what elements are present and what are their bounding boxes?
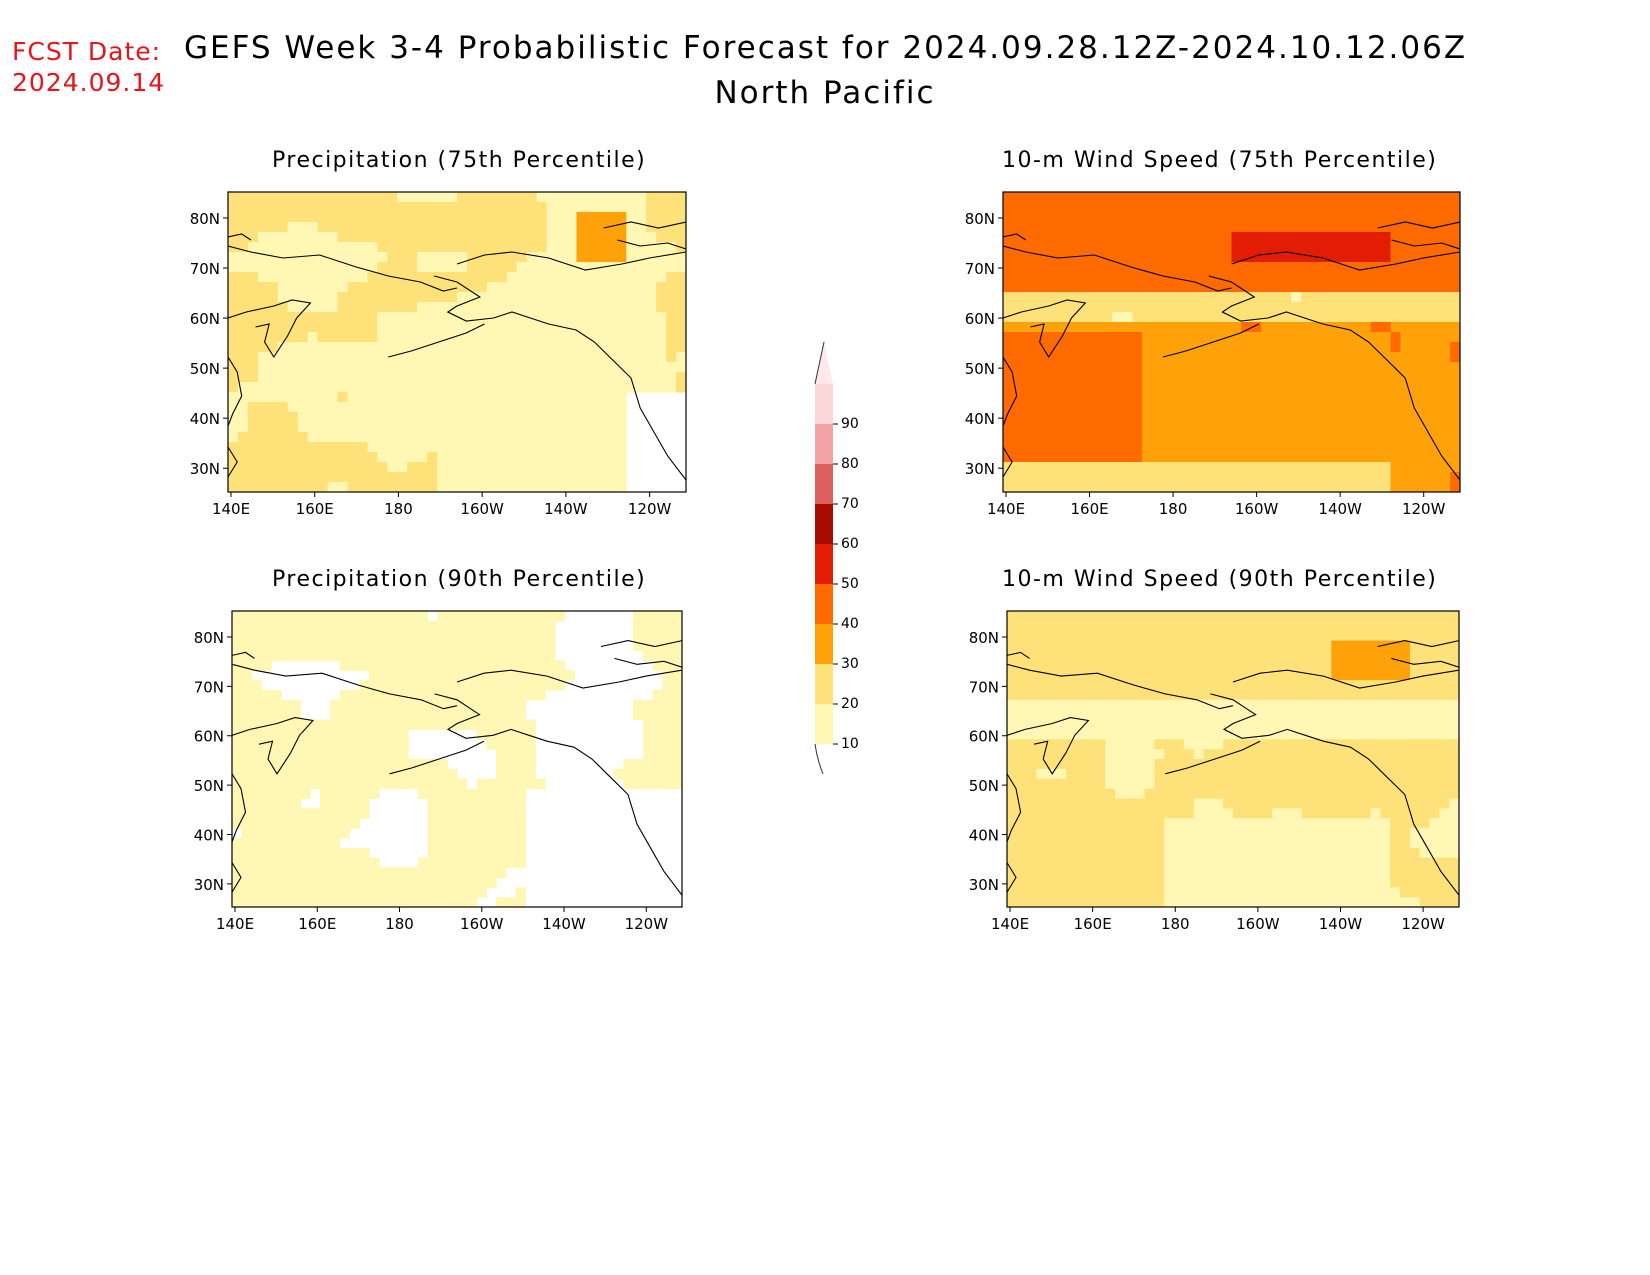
lat-tick-label: 50N (969, 777, 999, 795)
shaded-field (1007, 611, 1459, 907)
map-frame (227, 191, 687, 493)
map-frame (231, 610, 683, 908)
lat-tick-label: 40N (194, 826, 224, 844)
colorbar-label: 90 (841, 416, 859, 432)
colorbar: 10 20 30 40 50 60 70 80 90 (814, 341, 859, 775)
lat-tick-label: 30N (965, 460, 995, 478)
lat-tick-label: 60N (969, 728, 999, 746)
panel-title: 10-m Wind Speed (75th Percentile) (1002, 148, 1438, 173)
colorbar-label: 60 (841, 536, 859, 552)
coastlines (228, 221, 686, 481)
coastlines (232, 640, 682, 896)
lat-tick-label: 60N (194, 728, 224, 746)
panel-title: Precipitation (90th Percentile) (272, 567, 647, 592)
fcst-date-value: 2024.09.14 (12, 68, 166, 97)
lat-tick-label: 40N (190, 410, 220, 428)
lon-tick-label: 120W (628, 500, 672, 518)
lon-tick-label: 160W (1235, 500, 1279, 518)
lon-tick-label: 140E (212, 500, 250, 518)
colorbar-swatch (815, 544, 833, 584)
lat-tick-label: 30N (190, 460, 220, 478)
lat-tick-label: 80N (190, 210, 220, 228)
lon-tick-label: 140E (987, 500, 1025, 518)
colorbar-swatch (815, 584, 833, 624)
lon-tick-label: 140W (1319, 915, 1363, 933)
colorbar-label: 10 (841, 736, 859, 752)
lon-tick-label: 160W (460, 500, 504, 518)
lat-tick-label: 60N (190, 310, 220, 328)
forecast-date-label: FCST Date: 2024.09.14 (12, 36, 165, 98)
lat-tick-label: 70N (969, 678, 999, 696)
colorbar-overflow-wedge (815, 342, 833, 384)
lat-tick-label: 60N (965, 310, 995, 328)
lat-tick-label: 70N (194, 678, 224, 696)
colorbar-swatch (815, 424, 833, 464)
lon-tick-label: 140E (991, 915, 1029, 933)
shaded-field (1003, 192, 1460, 492)
lon-tick-label: 160E (296, 500, 334, 518)
lon-tick-label: 180 (384, 500, 413, 518)
lat-tick-label: 30N (194, 876, 224, 894)
lon-tick-label: 180 (1159, 500, 1188, 518)
lon-tick-label: 180 (1161, 915, 1190, 933)
colorbar-label: 70 (841, 496, 859, 512)
colorbar-swatch (815, 704, 833, 744)
lon-tick-label: 160E (1070, 500, 1108, 518)
colorbar-swatch (815, 664, 833, 704)
panel-title: Precipitation (75th Percentile) (272, 148, 647, 173)
lat-tick-label: 80N (965, 210, 995, 228)
lon-tick-label: 140E (216, 915, 254, 933)
colorbar-label: 50 (841, 576, 859, 592)
lon-tick-label: 160E (1074, 915, 1112, 933)
colorbar-swatch (815, 464, 833, 504)
shaded-field (232, 611, 682, 907)
lon-tick-label: 140W (1318, 500, 1362, 518)
lon-tick-label: 160E (298, 915, 336, 933)
colorbar-label: 20 (841, 696, 859, 712)
colorbar-label: 30 (841, 656, 859, 672)
lat-tick-label: 80N (194, 629, 224, 647)
lon-tick-label: 120W (625, 915, 669, 933)
lon-tick-label: 120W (1402, 500, 1446, 518)
map-precip75: 140E 160E 180 160W 140W 120W 80N 70N 60N 50N 40N 30… (190, 191, 687, 518)
lon-tick-label: 160W (460, 915, 504, 933)
coastlines (1003, 221, 1460, 481)
map-wind90: 140E 160E 180 160W 140W 120W 80N 70N 60N 50N 40N 30… (969, 610, 1460, 933)
colorbar-label: 80 (841, 456, 859, 472)
lat-tick-label: 50N (194, 777, 224, 795)
map-frame (1006, 610, 1460, 908)
lon-tick-label: 140W (544, 500, 588, 518)
colorbar-swatch (815, 384, 833, 424)
figure-subtitle: North Pacific (714, 75, 936, 111)
shaded-field (228, 192, 686, 492)
map-frame (1002, 191, 1461, 493)
lat-tick-label: 40N (965, 410, 995, 428)
colorbar-swatch (815, 504, 833, 544)
lat-tick-label: 50N (965, 360, 995, 378)
colorbar-swatch (815, 624, 833, 664)
fcst-date-caption: FCST Date: (12, 37, 162, 66)
lon-tick-label: 160W (1236, 915, 1280, 933)
lon-tick-label: 180 (385, 915, 414, 933)
lon-tick-label: 120W (1401, 915, 1445, 933)
lat-tick-label: 70N (965, 260, 995, 278)
lat-tick-label: 40N (969, 826, 999, 844)
map-precip90: 140E 160E 180 160W 140W 120W 80N 70N 60N 50N 40N 30… (194, 610, 683, 933)
lat-tick-label: 30N (969, 876, 999, 894)
lon-tick-label: 140W (542, 915, 586, 933)
lat-tick-label: 80N (969, 629, 999, 647)
panel-title: 10-m Wind Speed (90th Percentile) (1002, 567, 1438, 592)
lat-tick-label: 70N (190, 260, 220, 278)
colorbar-label: 40 (841, 616, 859, 632)
figure-title: GEFS Week 3-4 Probabilistic Forecast for… (184, 30, 1468, 66)
coastlines (1007, 640, 1459, 896)
lat-tick-label: 50N (190, 360, 220, 378)
map-wind75: 140E 160E 180 160W 140W 120W 80N 70N 60N 50N 40N 30… (965, 191, 1461, 518)
